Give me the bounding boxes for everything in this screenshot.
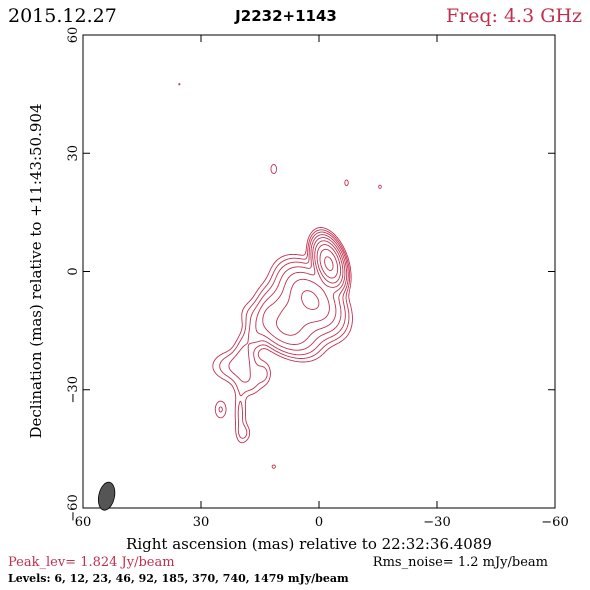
x-tick-label: 0 [315, 515, 323, 530]
contour-level-92 [262, 237, 346, 345]
contour-level-23 [228, 231, 349, 383]
y-tick-label: 30 [66, 145, 81, 162]
x-axis-label: Right ascension (mas) relative to 22:32:… [126, 535, 492, 553]
contour-level-6 [178, 83, 382, 469]
x-tick-label: 60 [75, 515, 92, 530]
axis-ticks: 60 30 0 −30 −60 −60 −30 0 30 60 [66, 27, 569, 530]
contour-layer [178, 83, 382, 469]
contour-level-12 [218, 229, 351, 439]
contour-level-740 [319, 248, 339, 279]
x-tick-label: −60 [541, 515, 568, 530]
x-tick-label: 30 [193, 515, 210, 530]
y-tick-label: −60 [66, 494, 81, 521]
contour-level-370 [301, 244, 342, 310]
plot-frame [82, 34, 556, 509]
epoch-date: 2015.12.27 [8, 5, 117, 27]
contour-levels: Levels: 6, 12, 23, 46, 92, 185, 370, 740… [8, 572, 349, 585]
y-tick-label: 0 [66, 267, 81, 275]
rms-noise: Rms_noise= 1.2 mJy/beam [373, 555, 548, 570]
peak-level: Peak_lev= 1.824 Jy/beam [8, 555, 175, 570]
x-tick-label: −30 [423, 515, 450, 530]
source-name: J2232+1143 [234, 7, 337, 25]
contour-level-46 [255, 234, 348, 351]
y-axis-label: Declination (mas) relative to +11:43:50.… [27, 103, 45, 438]
contour-level-1479 [324, 256, 334, 271]
contour-level-185 [276, 240, 344, 336]
y-tick-label: −30 [66, 376, 81, 403]
beam-ellipse [97, 481, 116, 511]
frequency-label: Freq: 4.3 GHz [446, 5, 582, 27]
y-tick-label: 60 [66, 27, 81, 44]
